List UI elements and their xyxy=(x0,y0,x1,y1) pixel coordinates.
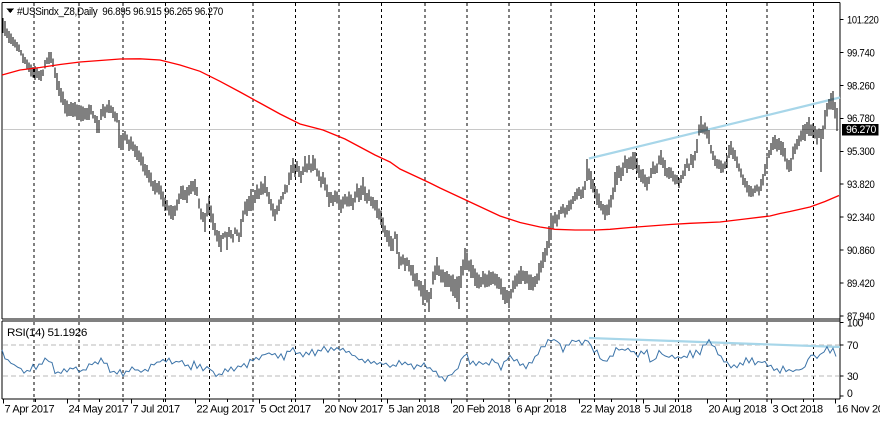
svg-text:7 Jul 2017: 7 Jul 2017 xyxy=(133,404,180,416)
svg-text:7 Apr 2017: 7 Apr 2017 xyxy=(5,404,55,416)
svg-text:89.420: 89.420 xyxy=(847,278,875,290)
svg-text:100: 100 xyxy=(847,317,863,329)
svg-text:22 May 2018: 22 May 2018 xyxy=(581,404,641,416)
svg-text:20 Aug 2018: 20 Aug 2018 xyxy=(709,404,767,416)
svg-text:0: 0 xyxy=(847,388,853,400)
svg-text:16 Nov 2018: 16 Nov 2018 xyxy=(837,404,880,416)
svg-text:5 Oct 2017: 5 Oct 2017 xyxy=(261,404,312,416)
svg-text:5 Jul 2018: 5 Jul 2018 xyxy=(645,404,692,416)
svg-text:24 May 2017: 24 May 2017 xyxy=(69,404,129,416)
svg-text:92.340: 92.340 xyxy=(847,212,875,224)
svg-text:5 Jan 2018: 5 Jan 2018 xyxy=(389,404,440,416)
svg-text:20 Nov 2017: 20 Nov 2017 xyxy=(325,404,384,416)
svg-text:95.300: 95.300 xyxy=(847,146,875,158)
svg-text:93.820: 93.820 xyxy=(847,179,875,191)
svg-text:99.740: 99.740 xyxy=(847,47,875,59)
svg-text:3 Oct 2018: 3 Oct 2018 xyxy=(773,404,824,416)
svg-text:101.220: 101.220 xyxy=(847,14,879,26)
svg-text:98.260: 98.260 xyxy=(847,80,875,92)
svg-text:90.860: 90.860 xyxy=(847,245,875,257)
svg-text:30: 30 xyxy=(847,371,858,383)
svg-text:70: 70 xyxy=(847,340,858,352)
svg-text:22 Aug 2017: 22 Aug 2017 xyxy=(197,404,255,416)
svg-text:RSI(14) 51.1926: RSI(14) 51.1926 xyxy=(7,327,87,339)
svg-text:6 Apr 2018: 6 Apr 2018 xyxy=(517,404,567,416)
svg-text:20 Feb 2018: 20 Feb 2018 xyxy=(453,404,511,416)
svg-text:96.270: 96.270 xyxy=(846,124,876,136)
svg-text:#USSindx_Z8,Daily 96.895 96.9: #USSindx_Z8,Daily 96.895 96.915 96.265 9… xyxy=(17,6,223,18)
